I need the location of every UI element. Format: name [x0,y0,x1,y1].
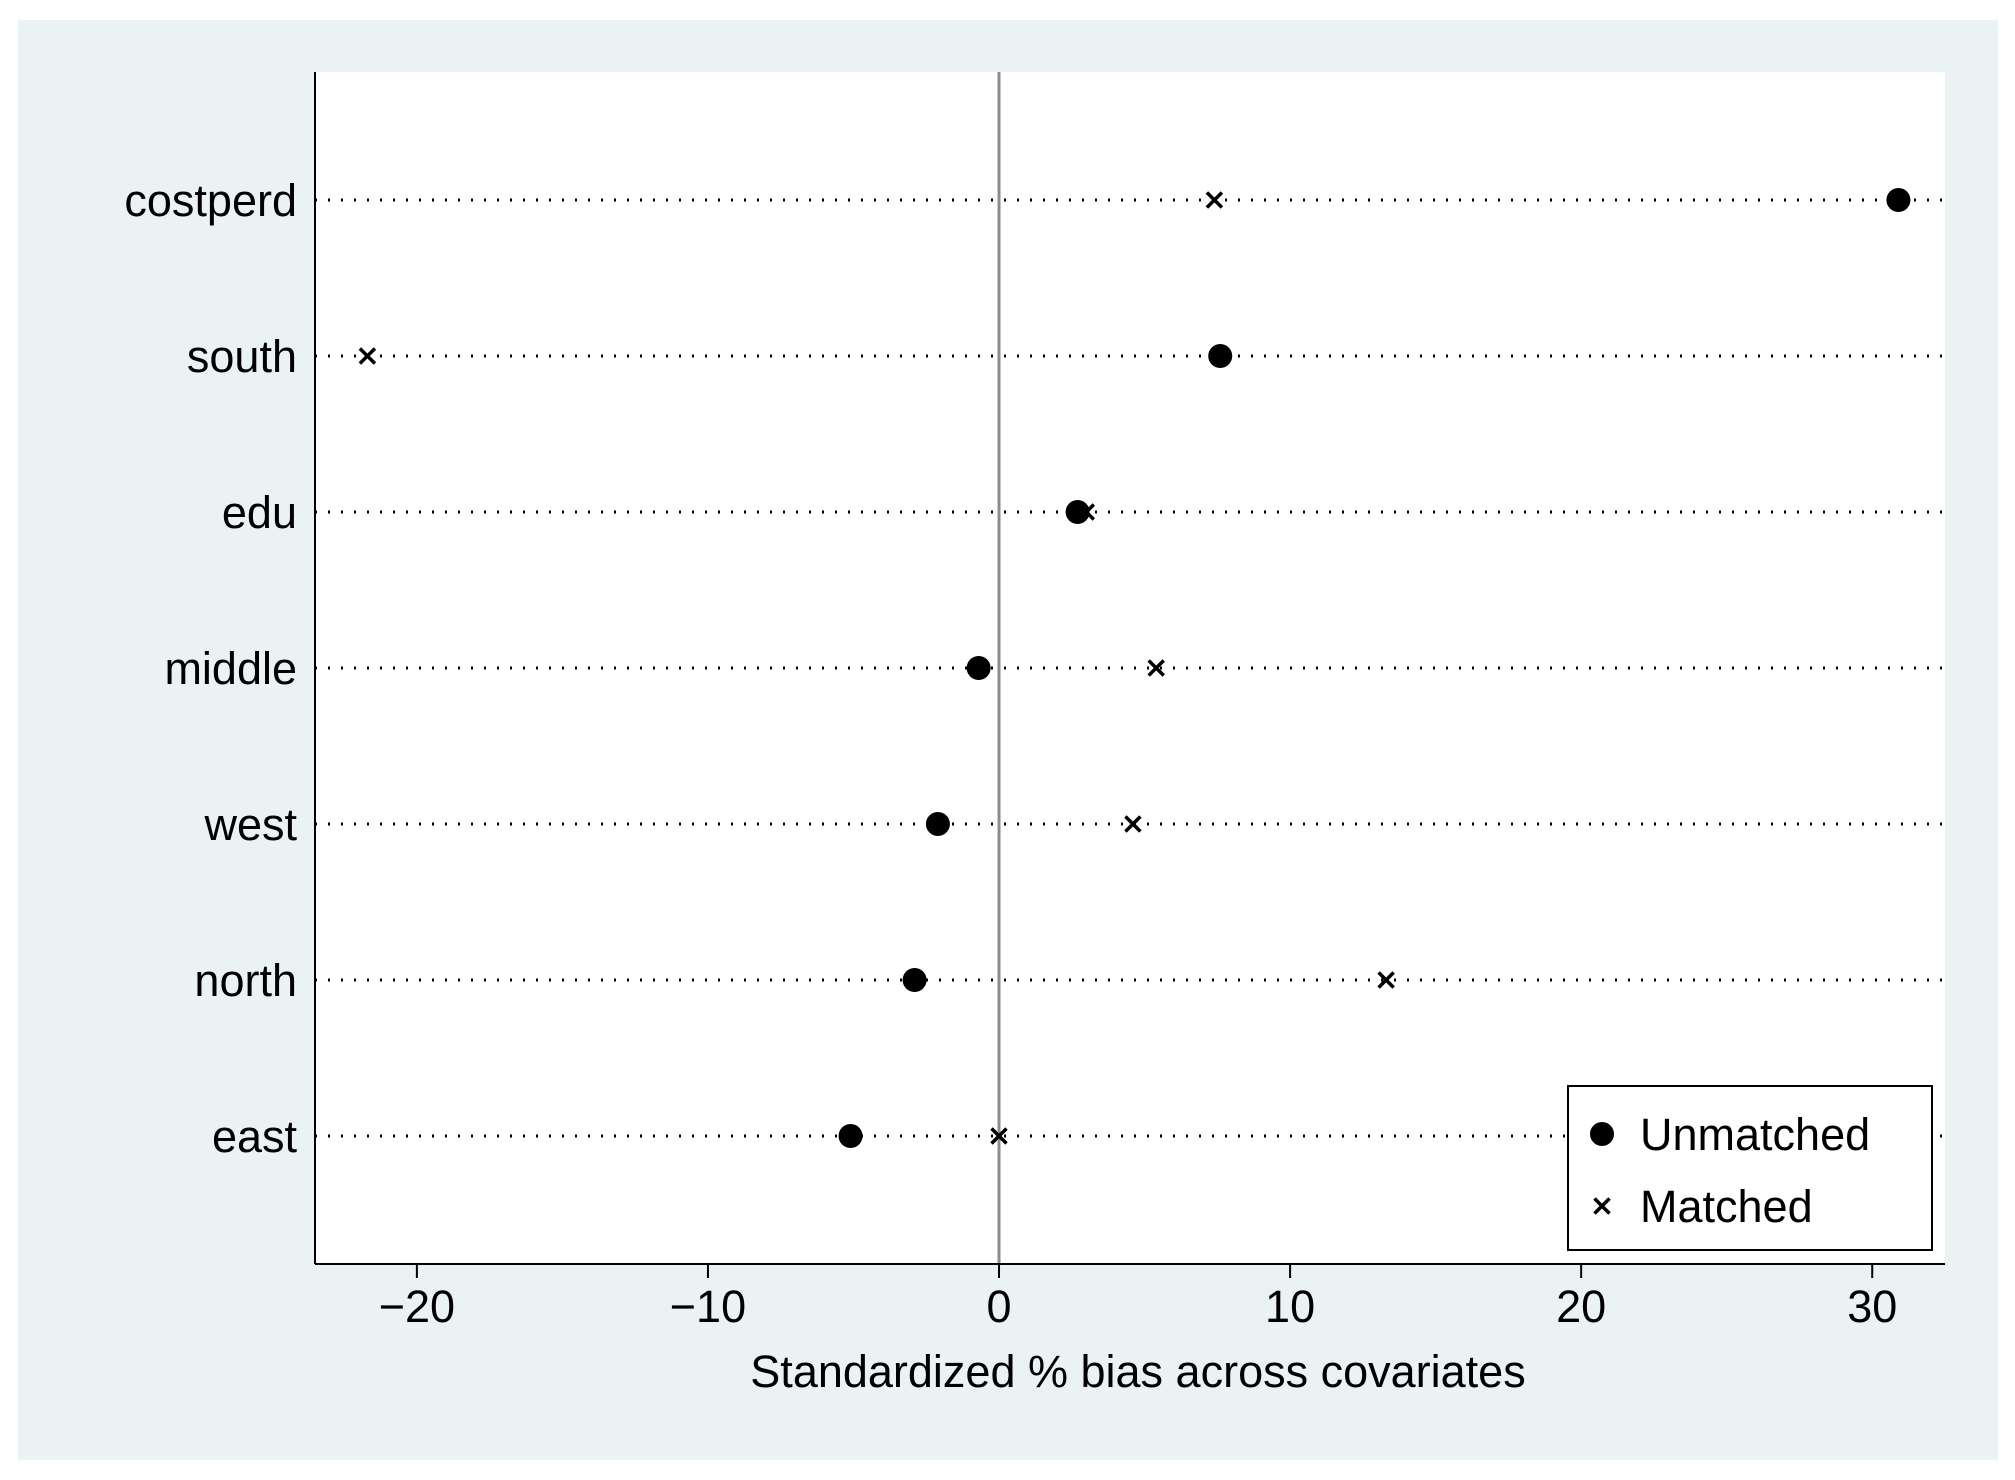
legend-matched-marker [1593,1197,1611,1215]
category-label-middle: middle [164,643,297,694]
matched-point-middle [1147,659,1165,677]
matched-point-edu [1077,503,1096,521]
unmatched-point-costperd [1886,188,1911,212]
unmatched-point-south [1208,344,1233,368]
matched-point-south [358,347,377,365]
category-label-edu: edu [222,487,297,538]
category-label-north: north [194,955,297,1006]
legend-unmatched-marker [1590,1122,1614,1146]
category-label-east: east [212,1111,298,1162]
x-tick-label: 0 [987,1281,1012,1332]
x-tick-label: −10 [670,1281,746,1332]
category-label-west: west [203,799,297,850]
matched-point-east [990,1127,1008,1145]
unmatched-point-east [838,1124,863,1148]
category-label-costperd: costperd [124,175,297,226]
legend-box [1567,1085,1933,1251]
x-tick-label: −20 [379,1281,455,1332]
legend: Unmatched Matched [1567,1085,1933,1251]
x-tick-label: 10 [1265,1281,1315,1332]
matched-point-costperd [1205,191,1224,209]
unmatched-point-north [902,968,927,992]
legend-label: Unmatched [1640,1109,1870,1160]
matched-point-west [1124,815,1142,833]
unmatched-point-middle [966,656,991,680]
matched-point-north [1377,971,1395,989]
x-tick-label: 30 [1847,1281,1897,1332]
plot-area [315,72,1945,1264]
unmatched-point-west [925,812,950,836]
x-axis-label: Standardized % bias across covariates [750,1346,1525,1397]
category-label-south: south [187,331,297,382]
unmatched-point-edu [1065,500,1090,524]
x-tick-label: 20 [1556,1281,1606,1332]
legend-label: Matched [1640,1181,1813,1232]
